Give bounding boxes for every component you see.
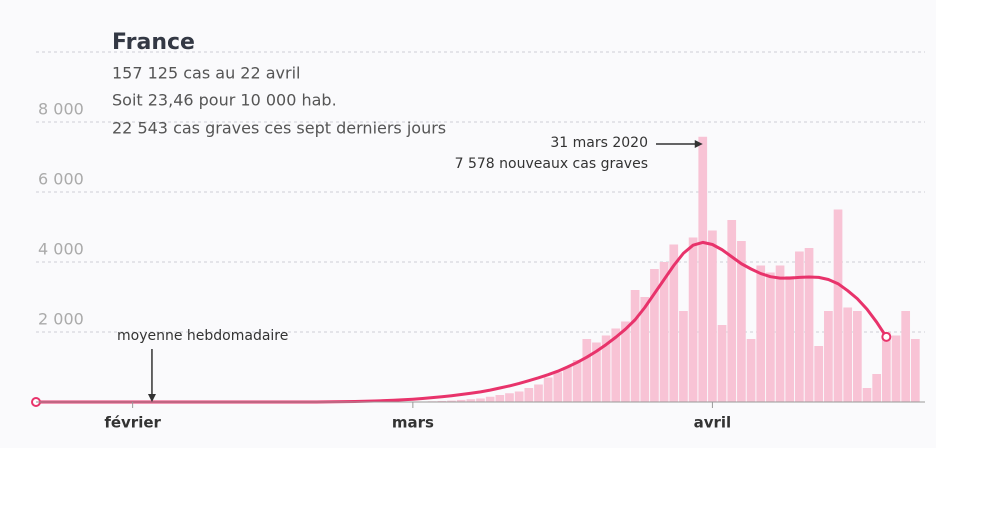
bar <box>544 378 553 403</box>
x-tick-label: mars <box>392 414 434 432</box>
subtitle: 22 543 cas graves ces sept derniers jour… <box>112 119 446 138</box>
bar <box>901 311 910 402</box>
y-tick-label: 8 000 <box>38 100 84 119</box>
bar <box>563 367 572 402</box>
bar <box>524 388 533 402</box>
line-end-marker <box>882 333 890 341</box>
bar <box>756 266 765 403</box>
y-tick-label: 6 000 <box>38 170 84 189</box>
bar <box>863 388 872 402</box>
bar <box>486 397 495 402</box>
bar <box>718 325 727 402</box>
bar <box>582 339 591 402</box>
annotation: moyenne hebdomadaire <box>117 328 288 344</box>
bar <box>689 238 698 403</box>
subtitle: 157 125 cas au 22 avril <box>112 64 301 83</box>
bar <box>698 137 707 402</box>
y-tick-label: 4 000 <box>38 240 84 259</box>
x-tick-label: avril <box>694 414 732 432</box>
bar <box>814 346 823 402</box>
bar <box>785 276 794 402</box>
bar <box>727 220 736 402</box>
annotation: 31 mars 2020 <box>550 135 648 151</box>
bar <box>776 266 785 403</box>
y-tick-label: 2 000 <box>38 310 84 329</box>
bar <box>872 374 881 402</box>
bar <box>515 392 524 403</box>
bar <box>679 311 688 402</box>
bar <box>631 290 640 402</box>
bar <box>882 332 891 402</box>
bar <box>805 248 814 402</box>
annotation: 7 578 nouveaux cas graves <box>455 156 648 172</box>
bar <box>573 360 582 402</box>
bar <box>708 231 717 403</box>
bar <box>843 308 852 403</box>
x-tick-label: février <box>104 414 161 432</box>
bar <box>534 385 543 403</box>
bar <box>553 372 562 402</box>
bar <box>824 311 833 402</box>
bar <box>834 210 843 403</box>
bar <box>476 399 485 403</box>
bar <box>892 336 901 403</box>
bar <box>505 393 514 402</box>
bar <box>853 311 862 402</box>
bar <box>747 339 756 402</box>
subtitle: Soit 23,46 pour 10 000 hab. <box>112 91 337 110</box>
chart-title: France <box>112 30 195 55</box>
bar <box>911 339 920 402</box>
bar <box>766 273 775 403</box>
bar <box>495 395 504 402</box>
bar <box>795 252 804 403</box>
